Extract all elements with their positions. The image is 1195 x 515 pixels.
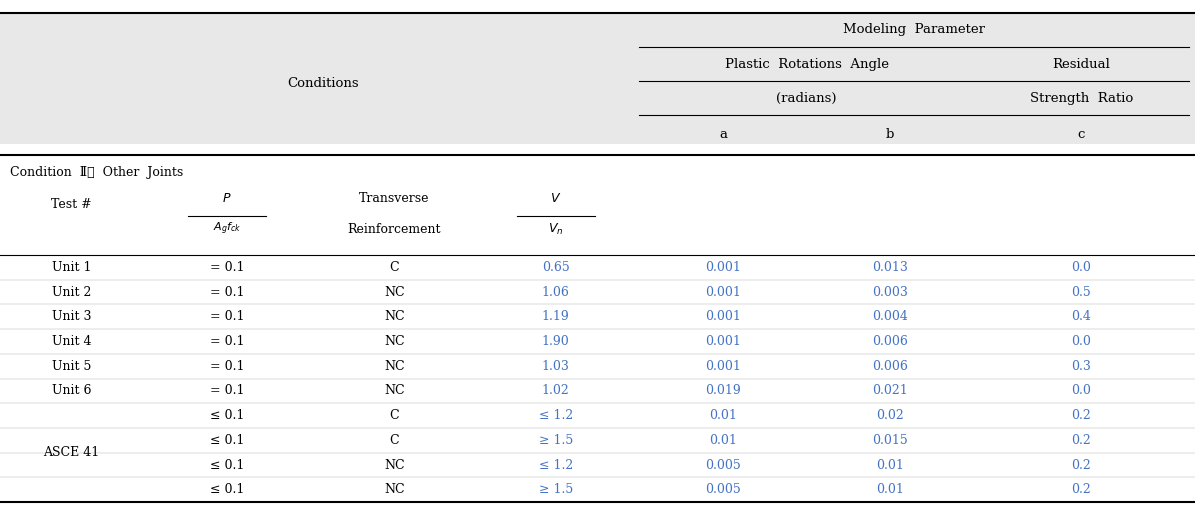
Text: 1.19: 1.19 [541,310,570,323]
Text: 0.65: 0.65 [541,261,570,274]
Text: 0.005: 0.005 [705,458,741,472]
Text: 0.003: 0.003 [872,285,908,299]
Text: 0.006: 0.006 [872,335,908,348]
Text: 0.001: 0.001 [705,335,741,348]
Text: (radians): (radians) [777,92,836,105]
Text: NC: NC [384,285,405,299]
Text: NC: NC [384,335,405,348]
Text: Modeling  Parameter: Modeling Parameter [844,24,985,37]
Text: b: b [885,128,895,142]
Text: 1.06: 1.06 [541,285,570,299]
Text: 0.005: 0.005 [705,483,741,496]
Text: 1.03: 1.03 [541,359,570,373]
Text: Test #: Test # [51,198,92,211]
Text: C: C [390,409,399,422]
Text: 0.2: 0.2 [1072,409,1091,422]
Text: 0.01: 0.01 [876,458,905,472]
Text: = 0.1: = 0.1 [210,335,244,348]
Text: 0.0: 0.0 [1072,335,1091,348]
Text: a: a [719,128,727,142]
Text: Reinforcement: Reinforcement [348,222,441,236]
Text: ≤ 1.2: ≤ 1.2 [539,409,572,422]
Text: ≤ 1.2: ≤ 1.2 [539,458,572,472]
Text: Unit 3: Unit 3 [51,310,92,323]
Text: NC: NC [384,384,405,398]
Text: Plastic  Rotations  Angle: Plastic Rotations Angle [724,58,889,71]
Text: 0.02: 0.02 [876,409,905,422]
Text: = 0.1: = 0.1 [210,261,244,274]
Text: ≥ 1.5: ≥ 1.5 [539,483,572,496]
Text: 0.2: 0.2 [1072,458,1091,472]
Text: Transverse: Transverse [360,192,429,205]
Text: 0.001: 0.001 [705,310,741,323]
Text: 0.01: 0.01 [709,409,737,422]
Text: $V$: $V$ [550,192,562,205]
Text: NC: NC [384,310,405,323]
Text: NC: NC [384,359,405,373]
Text: Residual: Residual [1053,58,1110,71]
Text: 0.015: 0.015 [872,434,908,447]
Text: $P$: $P$ [222,192,232,205]
Text: 0.3: 0.3 [1072,359,1091,373]
Text: Condition  Ⅱ：  Other  Joints: Condition Ⅱ： Other Joints [10,166,183,179]
Text: = 0.1: = 0.1 [210,310,244,323]
Text: 0.019: 0.019 [705,384,741,398]
Text: 0.0: 0.0 [1072,261,1091,274]
Text: 1.90: 1.90 [541,335,570,348]
Text: Unit 1: Unit 1 [51,261,92,274]
Text: = 0.1: = 0.1 [210,359,244,373]
Text: 0.2: 0.2 [1072,434,1091,447]
Bar [0,13,1195,144]
Text: $V_n$: $V_n$ [549,221,563,237]
Text: C: C [390,261,399,274]
Text: NC: NC [384,458,405,472]
Text: Unit 5: Unit 5 [53,359,91,373]
Text: 0.01: 0.01 [876,483,905,496]
Text: 0.006: 0.006 [872,359,908,373]
Text: 0.021: 0.021 [872,384,908,398]
Text: NC: NC [384,483,405,496]
Text: 0.4: 0.4 [1072,310,1091,323]
Text: 1.02: 1.02 [541,384,570,398]
Text: Unit 4: Unit 4 [51,335,92,348]
Text: C: C [390,434,399,447]
Text: ≤ 0.1: ≤ 0.1 [210,434,244,447]
Text: Unit 2: Unit 2 [53,285,91,299]
Text: Unit 6: Unit 6 [51,384,92,398]
Text: ≥ 1.5: ≥ 1.5 [539,434,572,447]
Text: 0.001: 0.001 [705,261,741,274]
Text: ASCE 41: ASCE 41 [43,446,100,459]
Text: 0.01: 0.01 [709,434,737,447]
Text: ≤ 0.1: ≤ 0.1 [210,458,244,472]
Text: 0.2: 0.2 [1072,483,1091,496]
Text: 0.0: 0.0 [1072,384,1091,398]
Text: 0.001: 0.001 [705,285,741,299]
Text: 0.004: 0.004 [872,310,908,323]
Text: Strength  Ratio: Strength Ratio [1030,92,1133,105]
Text: 0.001: 0.001 [705,359,741,373]
Text: 0.5: 0.5 [1072,285,1091,299]
Text: c: c [1078,128,1085,142]
Text: ≤ 0.1: ≤ 0.1 [210,483,244,496]
Text: Conditions: Conditions [287,77,358,90]
Text: 0.013: 0.013 [872,261,908,274]
Text: $A_g f_{ck}$: $A_g f_{ck}$ [213,221,241,237]
Text: = 0.1: = 0.1 [210,285,244,299]
Text: ≤ 0.1: ≤ 0.1 [210,409,244,422]
Text: = 0.1: = 0.1 [210,384,244,398]
